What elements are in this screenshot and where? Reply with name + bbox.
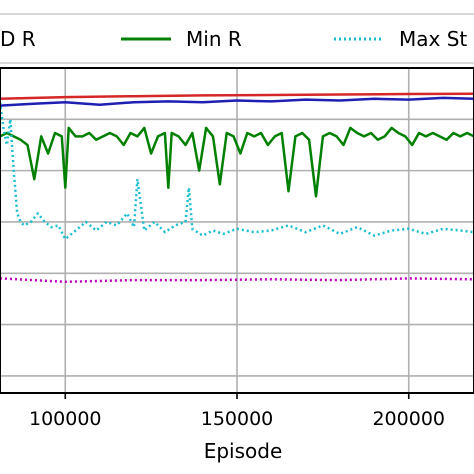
legend: D R Min R Max St bbox=[0, 13, 474, 64]
x-axis: 100000 150000 200000 bbox=[29, 393, 445, 430]
series-lines bbox=[0, 92, 474, 284]
x-tick-label: 100000 bbox=[29, 408, 102, 430]
x-tick-label: 200000 bbox=[372, 408, 445, 430]
series-line-0 bbox=[0, 92, 474, 101]
x-tick-label: 150000 bbox=[201, 408, 274, 430]
legend-box bbox=[0, 13, 474, 64]
legend-label-min-r: Min R bbox=[186, 27, 242, 51]
legend-label-max-st: Max St bbox=[399, 27, 467, 51]
series-line-1 bbox=[0, 96, 474, 107]
grid-lines bbox=[0, 68, 474, 393]
x-axis-title: Episode bbox=[204, 439, 283, 463]
series-line-4 bbox=[0, 277, 474, 284]
series-line-2 bbox=[0, 126, 474, 198]
legend-label-dr: D R bbox=[0, 27, 36, 51]
